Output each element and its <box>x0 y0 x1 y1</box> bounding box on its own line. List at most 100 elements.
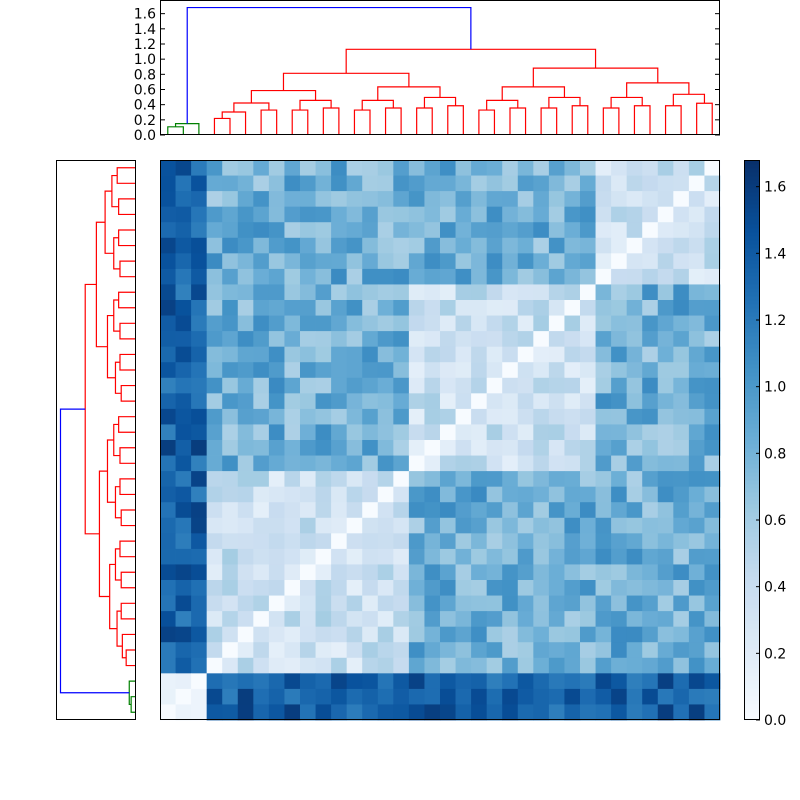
heatmap-cell <box>331 580 348 596</box>
heatmap-cell <box>704 673 721 690</box>
heatmap-cell <box>268 191 285 208</box>
colorbar-segment <box>744 164 760 169</box>
heatmap-cell <box>237 175 254 192</box>
colorbar-segment <box>744 428 760 433</box>
heatmap-cell <box>191 455 208 472</box>
heatmap-cell <box>222 471 239 488</box>
colorbar-segment <box>744 296 760 301</box>
heatmap-cell <box>486 486 503 503</box>
heatmap-cell <box>424 704 441 721</box>
heatmap-cell <box>237 626 254 643</box>
heatmap-cell <box>175 300 192 316</box>
heatmap-cell <box>222 517 239 534</box>
heatmap-cell <box>284 237 301 254</box>
heatmap-cell <box>191 300 208 316</box>
heatmap-cell <box>268 564 285 581</box>
heatmap-cell <box>440 580 456 596</box>
heatmap-cell <box>222 424 239 441</box>
heatmap-cell <box>160 564 176 581</box>
heatmap-cell <box>175 440 192 456</box>
heatmap-cell <box>673 377 690 394</box>
heatmap-cell <box>502 331 519 348</box>
heatmap-cell <box>657 175 674 192</box>
heatmap-cell <box>611 611 628 628</box>
heatmap-cell <box>580 160 596 176</box>
y-tick-label: 1.6 <box>134 7 156 23</box>
heatmap-cell <box>175 486 192 503</box>
heatmap-cell <box>408 175 425 192</box>
colorbar-segment <box>744 468 760 473</box>
heatmap-cell <box>300 595 316 612</box>
colorbar-segment <box>744 320 760 325</box>
heatmap-cell <box>268 424 285 441</box>
heatmap-cell <box>346 300 363 316</box>
heatmap-cell <box>362 206 379 223</box>
heatmap-cell <box>284 191 301 208</box>
heatmap-cell <box>642 268 659 285</box>
heatmap-cell <box>377 704 394 721</box>
heatmap-cell <box>455 300 472 316</box>
heatmap-cell <box>548 331 565 348</box>
heatmap-cell <box>362 673 379 690</box>
heatmap-cell <box>300 393 316 410</box>
heatmap-cell <box>300 424 316 441</box>
heatmap-cell <box>331 440 348 456</box>
heatmap-cell <box>440 688 456 705</box>
dendrogram-link <box>486 99 519 111</box>
heatmap-cell <box>315 222 332 239</box>
heatmap-cell <box>424 611 441 628</box>
colorbar-segment <box>744 536 760 541</box>
heatmap-cell <box>377 424 394 441</box>
heatmap-cell <box>440 564 456 581</box>
heatmap-cell <box>362 486 379 503</box>
colorbar-segment <box>744 176 760 181</box>
heatmap-cell <box>284 331 301 348</box>
colorbar-segment <box>744 712 760 717</box>
colorbar-segment <box>744 564 760 569</box>
heatmap-cell <box>160 393 176 410</box>
heatmap-cell <box>642 206 659 223</box>
heatmap-cell <box>362 642 379 659</box>
heatmap-cell <box>331 517 348 534</box>
heatmap-cell <box>175 595 192 612</box>
heatmap-cell <box>175 222 192 239</box>
heatmap-cell <box>548 471 565 488</box>
heatmap-cell <box>440 424 456 441</box>
heatmap-cell <box>486 362 503 379</box>
heatmap-cell <box>206 206 223 223</box>
heatmap-cell <box>408 424 425 441</box>
heatmap-cell <box>160 580 176 596</box>
heatmap-cell <box>626 440 643 456</box>
heatmap-cell <box>580 471 596 488</box>
heatmap-cell <box>486 564 503 581</box>
heatmap-cell <box>580 704 596 721</box>
heatmap-cell <box>331 688 348 705</box>
heatmap-cell <box>222 346 239 363</box>
colorbar-tick-label: 0.8 <box>764 446 786 462</box>
heatmap-cell <box>253 222 270 239</box>
heatmap-cell <box>595 222 612 239</box>
heatmap-cell <box>222 548 239 565</box>
heatmap-cell <box>222 688 239 705</box>
heatmap-cell <box>408 377 425 394</box>
dendrogram-link <box>118 198 136 216</box>
heatmap-cell <box>175 564 192 581</box>
heatmap-cell <box>408 222 425 239</box>
heatmap-cell <box>564 486 581 503</box>
heatmap-cell <box>206 533 223 550</box>
heatmap-cell <box>657 160 674 176</box>
heatmap-cell <box>642 331 659 348</box>
heatmap-cell <box>253 300 270 316</box>
heatmap-cell <box>160 300 176 316</box>
heatmap-cell <box>268 362 285 379</box>
heatmap-cell <box>704 408 721 425</box>
colorbar-segment <box>744 404 760 409</box>
heatmap-cell <box>408 595 425 612</box>
heatmap-cell <box>408 626 425 643</box>
heatmap-cell <box>611 424 628 441</box>
heatmap-cell <box>440 393 456 410</box>
heatmap-cell <box>657 564 674 581</box>
heatmap-cell <box>580 626 596 643</box>
heatmap-cell <box>486 502 503 519</box>
heatmap-cell <box>191 222 208 239</box>
